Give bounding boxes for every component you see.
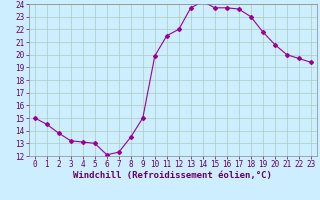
X-axis label: Windchill (Refroidissement éolien,°C): Windchill (Refroidissement éolien,°C) — [73, 171, 272, 180]
